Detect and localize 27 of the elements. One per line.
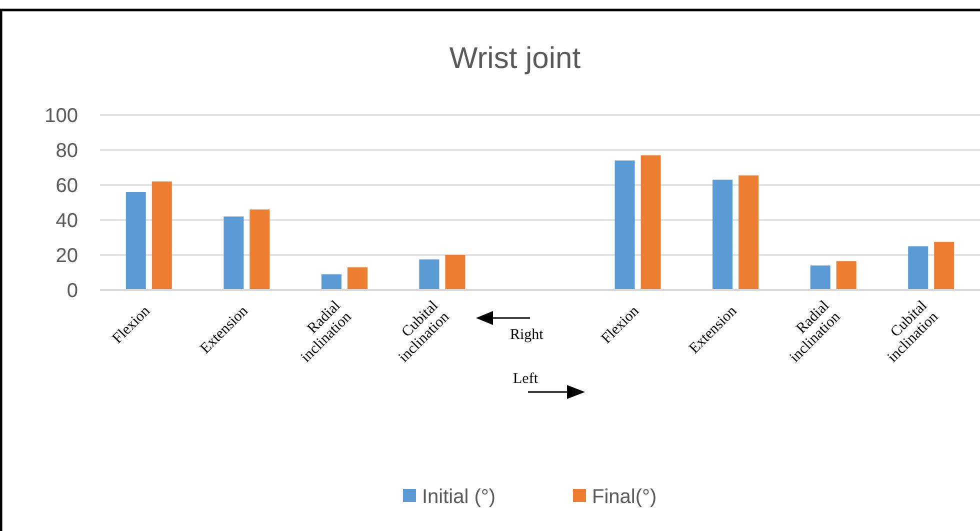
y-tick-label: 0 [66, 280, 78, 302]
bar [640, 155, 661, 290]
y-tick-label: 40 [56, 210, 78, 232]
bar [934, 242, 954, 290]
bar [321, 274, 342, 290]
bar [836, 261, 856, 290]
bar [224, 216, 244, 290]
y-tick-label: 100 [44, 105, 78, 127]
bar [810, 266, 830, 290]
y-tick-label: 80 [56, 140, 78, 162]
bar [419, 259, 440, 290]
chart-title: Wrist joint [449, 42, 582, 75]
bar [738, 175, 759, 290]
text: Right [510, 327, 544, 343]
bar [152, 182, 172, 290]
legend-label: Final(°) [592, 486, 657, 508]
bar [126, 192, 146, 290]
bar [908, 246, 928, 290]
y-tick-label: 20 [56, 245, 78, 267]
bar [614, 160, 635, 290]
bar [250, 210, 270, 290]
bar [445, 255, 466, 290]
text: Left [513, 371, 539, 387]
legend-label: Initial (°) [422, 486, 496, 508]
bar [347, 267, 368, 290]
bar [712, 180, 733, 290]
y-tick-label: 60 [56, 175, 78, 197]
